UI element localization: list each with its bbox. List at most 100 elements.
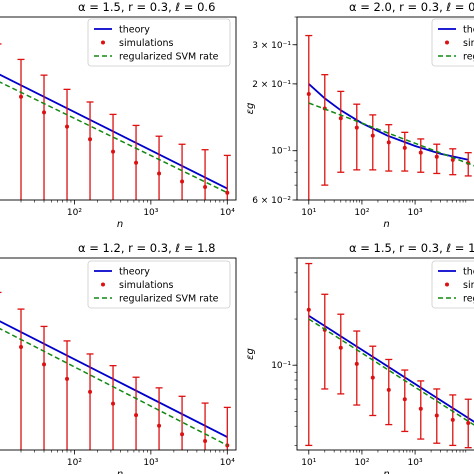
simulation-point <box>386 387 391 392</box>
y-tick-label: 10⁻¹ <box>271 361 291 371</box>
simulation-point <box>434 413 439 418</box>
simulation-point <box>111 401 116 406</box>
simulation-point <box>88 137 93 142</box>
svm-rate-line <box>0 81 228 194</box>
simulation-point <box>157 423 162 428</box>
legend-label: theory <box>463 25 474 36</box>
panel-top-left: α = 1.5, r = 0.3, ℓ = 0.6 10² 10³ 10⁴ n theor… <box>0 0 237 230</box>
simulation-point <box>180 179 185 184</box>
x-tick-label: 10⁴ <box>220 458 235 468</box>
legend-label: simulations <box>463 280 474 291</box>
x-tick-label: 10² <box>354 208 369 218</box>
simulation-point <box>370 375 375 380</box>
legend-label: theory <box>463 267 474 278</box>
legend: theory simulations regularized SVM rate <box>87 260 231 309</box>
simulation-point <box>306 92 311 97</box>
simulation-point <box>134 160 139 165</box>
y-axis-label: εg <box>245 103 256 115</box>
y-axis-label: εg <box>245 348 256 360</box>
simulation-point <box>203 185 208 190</box>
legend-label: theory <box>119 267 150 278</box>
simulation-point <box>418 406 423 411</box>
legend-label: simulations <box>119 280 174 291</box>
plot-frame <box>0 16 237 201</box>
panel-title: α = 1.5, r = 0.3, ℓ = 0.6 <box>78 0 215 14</box>
simulation-point <box>434 154 439 159</box>
simulation-point <box>466 420 471 425</box>
x-tick-label: 10³ <box>143 458 158 468</box>
legend-box <box>87 18 231 67</box>
plot-frame <box>0 257 237 451</box>
y-tick-label: 2 × 10⁻¹ <box>252 80 291 90</box>
panel-bottom-right: α = 1.5, r = 0.3, ℓ = 1.8 10¹ 10² 10³ n 10⁻¹ ε… <box>245 241 474 474</box>
simulation-point <box>306 307 311 312</box>
theory-line <box>308 315 474 423</box>
y-tick-label: 6 × 10⁻² <box>252 196 291 206</box>
x-tick-label: 10² <box>67 458 82 468</box>
simulation-point <box>402 397 407 402</box>
legend-box <box>87 260 231 309</box>
data-layer <box>0 291 231 450</box>
y-tick-label: 10⁻¹ <box>271 147 291 157</box>
legend-label: regularized SVM rate <box>119 52 219 63</box>
legend-swatch-simulations <box>445 282 449 287</box>
data-layer <box>0 43 231 200</box>
svm-rate-line <box>308 102 474 167</box>
plot-frame <box>296 16 474 201</box>
legend-label: regularized SVM rate <box>463 294 474 305</box>
legend-label: simulations <box>119 38 174 49</box>
simulation-point <box>65 376 70 381</box>
y-tick-label: 3 × 10⁻¹ <box>252 41 291 51</box>
x-tick-label: 10³ <box>408 208 423 218</box>
x-axis-label: n <box>117 469 123 474</box>
simulation-point <box>19 94 24 99</box>
simulation-point <box>42 110 47 115</box>
legend-label: simulations <box>463 38 474 49</box>
legend-swatch-simulations <box>445 40 449 45</box>
panel-title: α = 2.0, r = 0.3, ℓ = 0.6 <box>349 0 474 14</box>
simulation-point <box>450 417 455 422</box>
simulation-point <box>111 149 116 154</box>
simulation-point <box>386 140 391 145</box>
simulation-point <box>65 124 70 129</box>
simulation-point <box>42 362 47 367</box>
svm-rate-line <box>0 327 228 446</box>
simulation-point <box>354 361 359 366</box>
data-layer <box>305 34 474 200</box>
panel-bottom-left: α = 1.2, r = 0.3, ℓ = 1.8 10² 10³ 10⁴ n theor… <box>0 241 237 474</box>
simulation-point <box>134 413 139 418</box>
simulation-point <box>338 116 343 121</box>
x-tick-label: 10¹ <box>301 458 316 468</box>
legend: theory simulations regularized SVM rate <box>431 260 474 309</box>
x-tick-label: 10² <box>354 458 369 468</box>
simulation-point <box>338 345 343 350</box>
simulation-point <box>19 345 24 350</box>
legend: theory simulations regularized SVM rate <box>431 18 474 67</box>
x-tick-label: 10³ <box>408 458 423 468</box>
legend: theory simulations regularized SVM rate <box>87 18 231 67</box>
svm-rate-line <box>308 318 474 426</box>
legend-swatch-simulations <box>101 282 105 287</box>
simulation-point <box>354 125 359 130</box>
x-tick-label: 10⁴ <box>220 208 235 218</box>
simulation-point <box>402 145 407 150</box>
simulation-point <box>180 432 185 437</box>
plot-frame <box>296 257 474 451</box>
panel-title: α = 1.5, r = 0.3, ℓ = 1.8 <box>349 241 474 255</box>
simulation-point <box>88 389 93 394</box>
simulation-point <box>418 150 423 155</box>
x-axis-label: n <box>383 469 389 474</box>
x-axis-label: n <box>383 219 389 230</box>
x-tick-label: 10¹ <box>301 208 316 218</box>
legend-box <box>431 18 474 67</box>
legend-box <box>431 260 474 309</box>
legend-swatch-simulations <box>101 40 105 45</box>
data-layer <box>305 262 474 449</box>
legend-label: regularized SVM rate <box>119 294 219 305</box>
legend-label: regularized SVM rate <box>463 52 474 63</box>
x-tick-label: 10² <box>67 208 82 218</box>
x-axis-label: n <box>117 219 123 230</box>
simulation-point <box>225 190 230 195</box>
panel-title: α = 1.2, r = 0.3, ℓ = 1.8 <box>78 241 215 255</box>
